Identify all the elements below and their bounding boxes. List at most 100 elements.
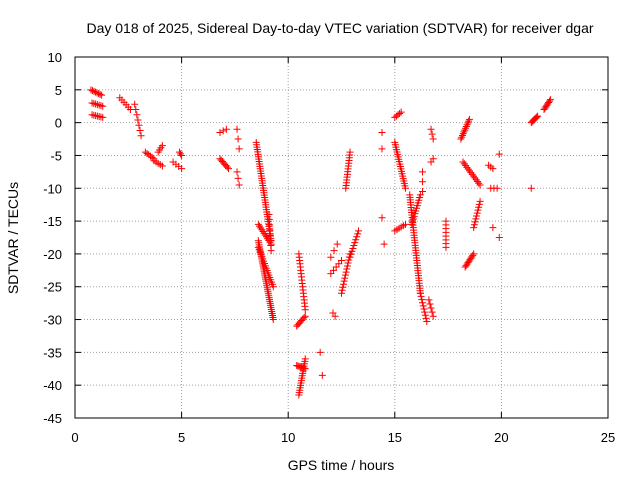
data-point <box>352 236 360 244</box>
y-tick-label: -40 <box>43 378 62 393</box>
data-point <box>474 206 482 214</box>
data-point <box>343 265 351 273</box>
data-point <box>420 305 428 313</box>
y-tick-label: 5 <box>55 83 62 98</box>
data-point <box>427 125 435 133</box>
data-point <box>148 153 156 161</box>
data-point <box>254 220 262 228</box>
data-point <box>267 247 275 255</box>
data-point <box>90 99 98 107</box>
data-point <box>235 145 243 153</box>
data-point <box>419 178 427 186</box>
data-point <box>460 160 468 168</box>
data-point <box>135 121 143 129</box>
data-point <box>495 150 503 158</box>
data-point <box>347 250 355 258</box>
data-point <box>401 220 409 228</box>
x-tick-label: 0 <box>71 430 78 445</box>
data-point <box>301 312 309 320</box>
y-tick-label: -30 <box>43 313 62 328</box>
data-point <box>330 247 338 255</box>
chart-title: Day 018 of 2025, Sidereal Day-to-day VTE… <box>86 20 593 36</box>
data-point <box>338 289 345 297</box>
data-point <box>344 259 352 267</box>
data-point <box>131 100 139 108</box>
data-point <box>158 142 166 150</box>
data-point <box>327 253 335 261</box>
data-point <box>318 371 326 379</box>
data-point <box>467 169 475 177</box>
data-point <box>269 316 277 324</box>
data-point <box>427 304 435 312</box>
data-point <box>472 215 480 223</box>
data-point <box>346 253 354 261</box>
data-point <box>463 121 471 129</box>
data-point <box>97 102 105 110</box>
data-point <box>353 233 361 241</box>
data-point <box>419 188 427 196</box>
data-point <box>495 234 503 241</box>
data-point <box>88 99 96 107</box>
data-point <box>466 167 474 175</box>
data-point <box>256 222 264 230</box>
data-point <box>137 132 145 140</box>
data-point <box>341 274 349 282</box>
data-point <box>462 162 470 170</box>
y-tick-label: -25 <box>43 280 62 295</box>
x-tick-label: 15 <box>388 430 402 445</box>
data-point <box>470 172 478 180</box>
data-point <box>301 306 309 314</box>
y-tick-label: -35 <box>43 345 62 360</box>
data-point <box>464 165 472 173</box>
data-point <box>92 100 100 108</box>
data-point <box>93 89 101 97</box>
data-point <box>476 181 484 189</box>
data-point <box>342 268 350 276</box>
data-point <box>533 113 541 121</box>
data-point <box>90 87 98 95</box>
axis-ticks: 0 5 10 15 20 25 10 5 0 -5 -10 -15 -20 -25 -30 -35 -40 -45 <box>43 50 615 445</box>
data-point <box>458 133 466 141</box>
data-point <box>355 227 363 235</box>
data-point <box>378 214 386 222</box>
data-point <box>546 97 554 105</box>
data-point <box>269 283 277 291</box>
data-point <box>178 165 186 173</box>
data-point <box>401 184 409 192</box>
data-point <box>473 212 481 220</box>
data-point <box>459 158 467 166</box>
data-point <box>457 135 465 143</box>
data-point <box>354 230 362 238</box>
data-point <box>351 239 359 247</box>
data-point <box>470 250 478 258</box>
data-point <box>219 127 227 135</box>
plot-frame <box>74 56 609 419</box>
data-point <box>233 168 241 176</box>
data-point <box>158 162 166 170</box>
data-point <box>422 314 430 322</box>
data-point <box>464 119 472 127</box>
data-point <box>418 296 426 304</box>
data-point <box>458 131 466 139</box>
x-tick-label: 5 <box>178 430 185 445</box>
data-point <box>349 244 357 252</box>
data-points <box>87 86 554 399</box>
data-point <box>225 165 233 173</box>
y-tick-label: -10 <box>43 181 62 196</box>
data-point <box>428 130 436 138</box>
data-point <box>429 312 437 320</box>
data-point <box>527 184 535 192</box>
data-point <box>259 228 267 236</box>
data-point <box>260 229 268 237</box>
y-tick-label: 10 <box>48 50 62 65</box>
data-point <box>475 179 483 187</box>
data-point <box>234 135 242 143</box>
data-point <box>258 226 266 234</box>
data-point <box>333 240 341 248</box>
data-point <box>340 277 348 285</box>
data-point <box>460 128 468 136</box>
data-point <box>493 184 501 192</box>
data-point <box>378 145 386 153</box>
data-point <box>475 200 483 208</box>
data-point <box>96 90 104 98</box>
